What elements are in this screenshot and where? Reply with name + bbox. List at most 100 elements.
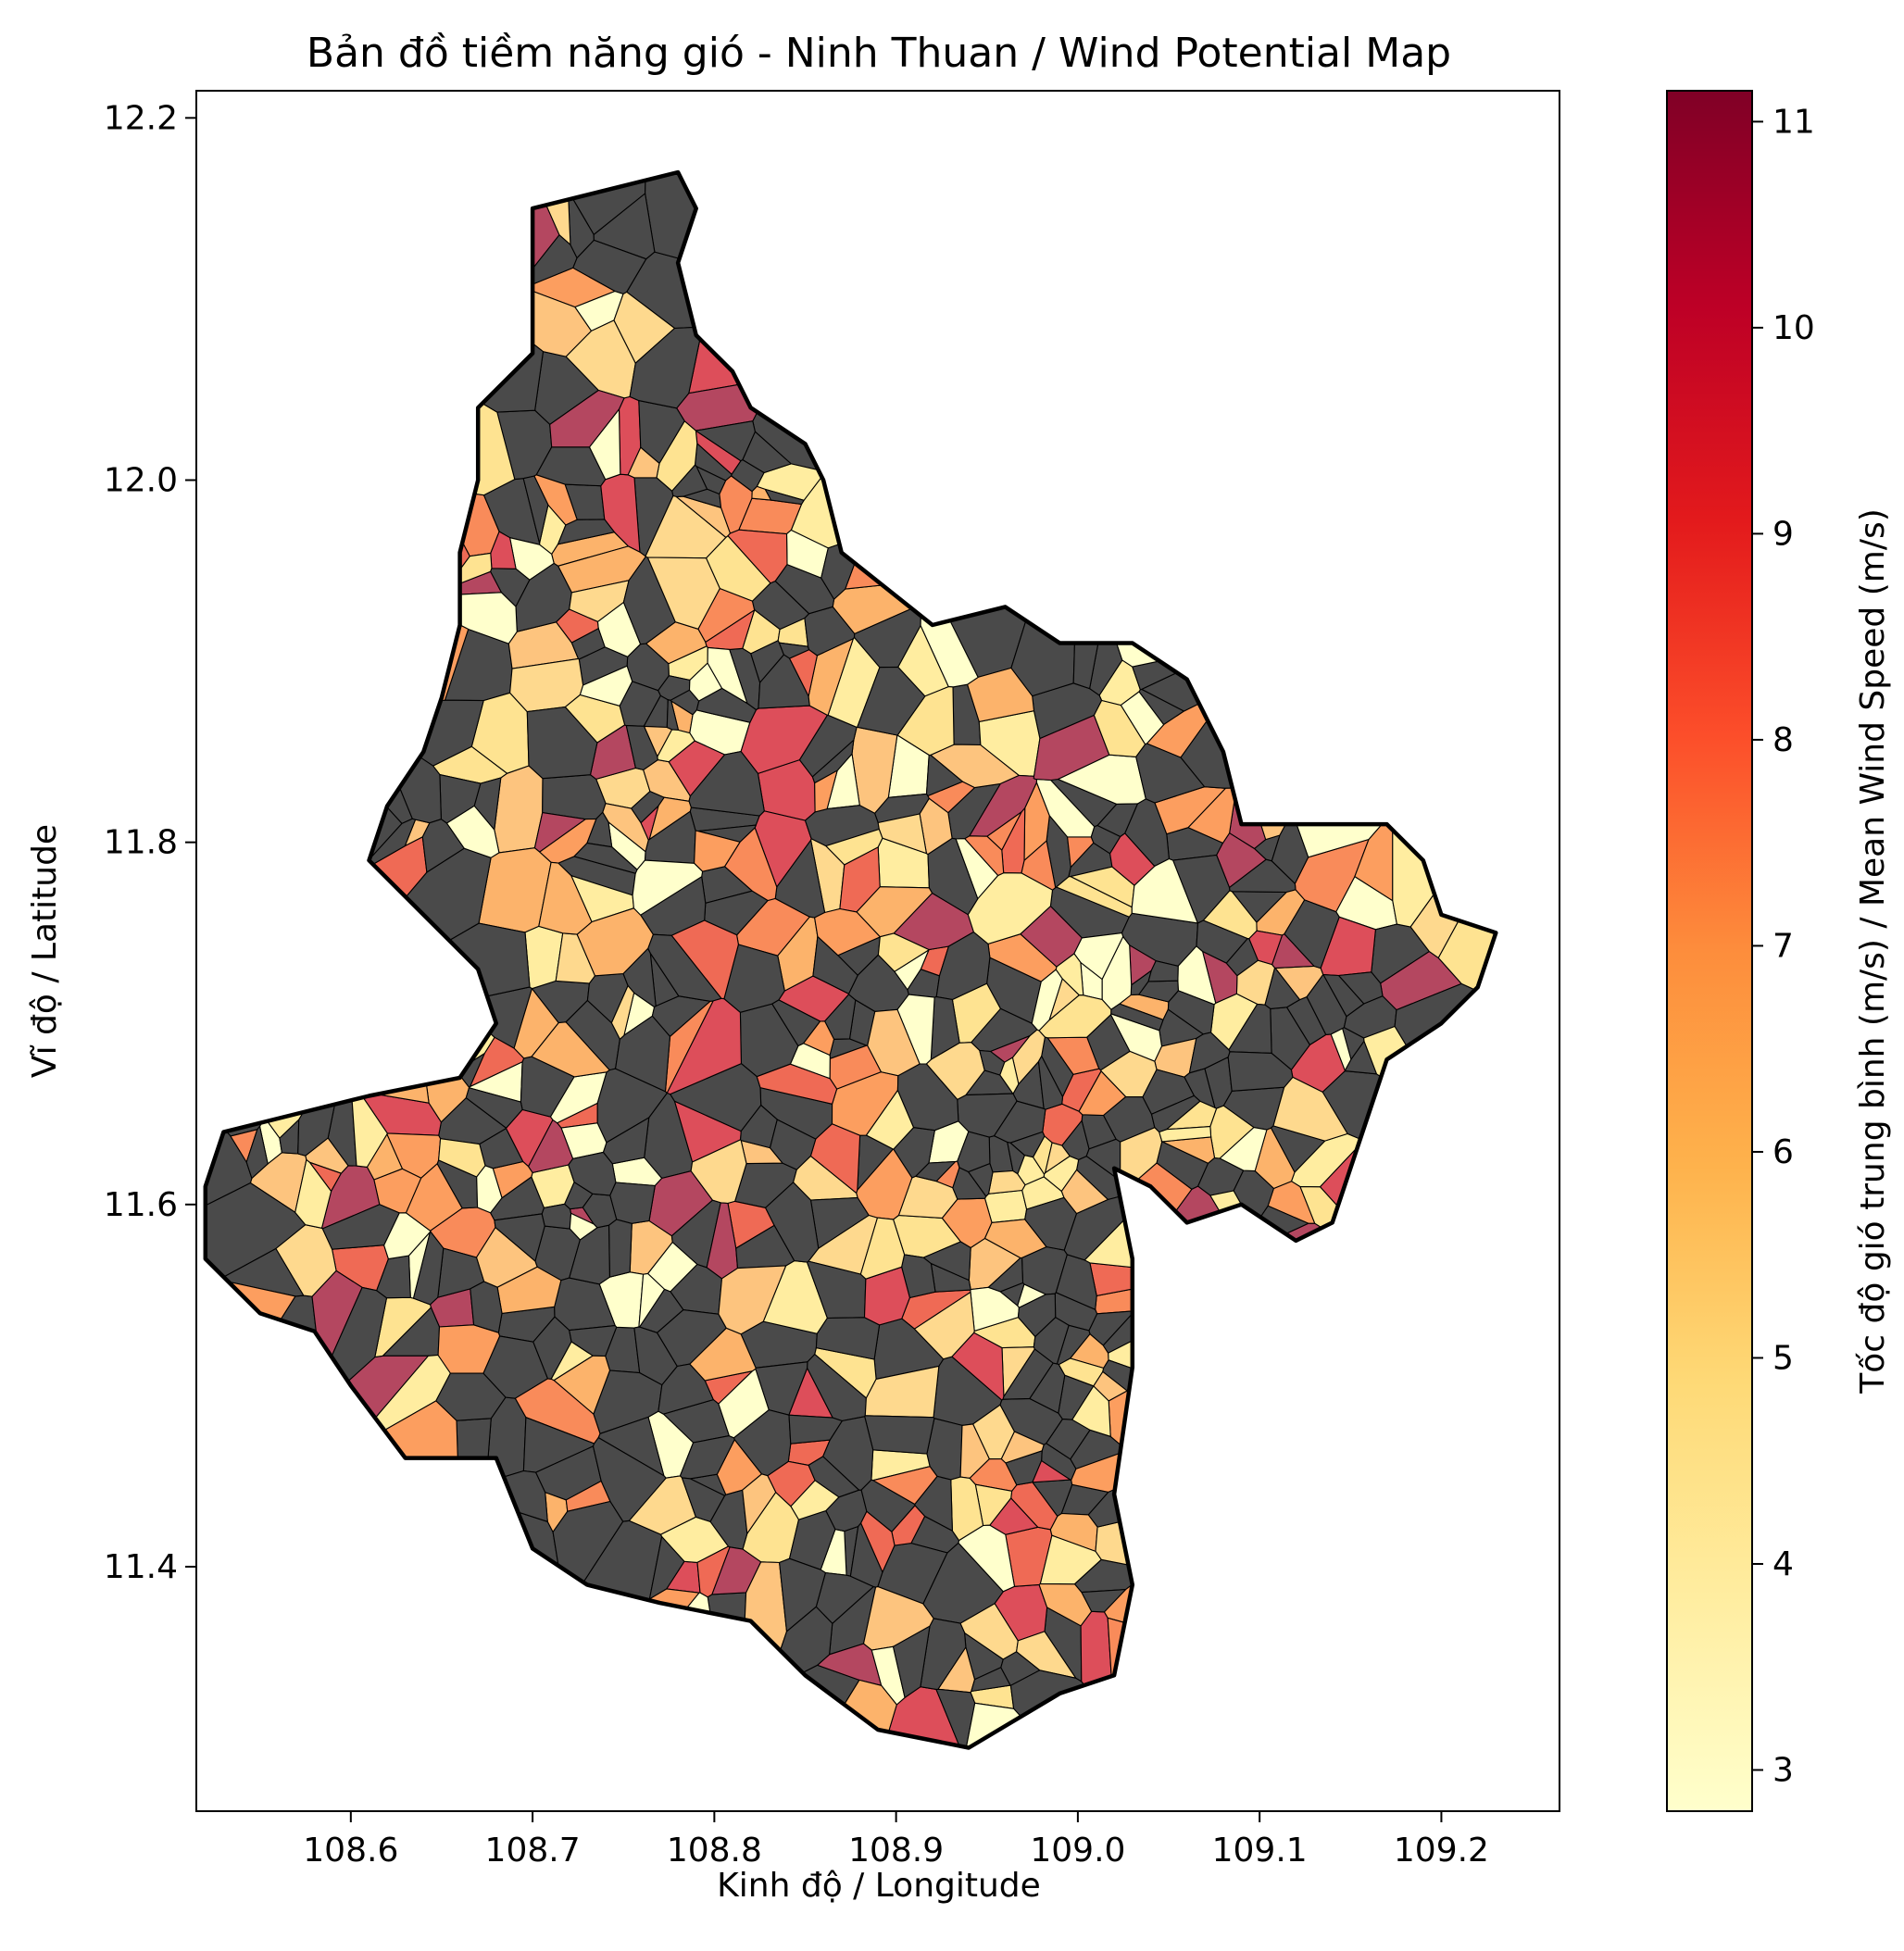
voronoi-cell bbox=[1095, 1430, 1497, 1570]
voronoi-cell bbox=[756, 1063, 838, 1105]
voronoi-cell bbox=[824, 828, 883, 866]
voronoi-cell bbox=[927, 781, 976, 814]
voronoi-cell bbox=[859, 1217, 906, 1280]
voronoi-cell bbox=[999, 1057, 1020, 1094]
voronoi-cell bbox=[802, 1020, 835, 1057]
plot-frame bbox=[195, 90, 1560, 1812]
voronoi-cell bbox=[205, 430, 470, 606]
voronoi-cell bbox=[892, 1625, 931, 1699]
voronoi-cell bbox=[568, 1151, 617, 1196]
voronoi-cell bbox=[769, 1119, 817, 1170]
colorbar-tick-label: 4 bbox=[1772, 1545, 1794, 1583]
voronoi-cell bbox=[987, 1257, 1024, 1293]
voronoi-cell bbox=[1394, 982, 1497, 1194]
voronoi-cell bbox=[1109, 832, 1156, 886]
voronoi-cell bbox=[849, 1521, 883, 1588]
voronoi-cell bbox=[646, 557, 720, 630]
voronoi-cell bbox=[569, 1325, 618, 1357]
voronoi-cell bbox=[205, 172, 340, 1139]
voronoi-cell bbox=[465, 1087, 523, 1129]
voronoi-cell bbox=[522, 475, 549, 544]
voronoi-cell bbox=[813, 907, 881, 957]
colorbar-ticks: 3 4 5 6 7 8 9 10 11 bbox=[1752, 103, 1815, 1789]
voronoi-cell bbox=[592, 1436, 667, 1522]
x-tick-label: 109.0 bbox=[1030, 1832, 1125, 1870]
voronoi-cell bbox=[1147, 960, 1179, 982]
voronoi-cell bbox=[1180, 528, 1497, 789]
voronoi-cell bbox=[871, 1466, 938, 1506]
voronoi-cell bbox=[856, 666, 926, 736]
voronoi-cell bbox=[671, 464, 708, 497]
voronoi-cell bbox=[1108, 1241, 1497, 1438]
x-tick-label: 108.8 bbox=[667, 1832, 762, 1870]
voronoi-cell bbox=[1038, 994, 1112, 1039]
voronoi-cell bbox=[964, 835, 1005, 877]
voronoi-cell bbox=[1024, 1196, 1078, 1251]
voronoi-cell bbox=[1286, 172, 1497, 858]
voronoi-cell bbox=[205, 563, 266, 1137]
voronoi-cell bbox=[1108, 1388, 1497, 1519]
voronoi-cell bbox=[1009, 1670, 1146, 1748]
voronoi-cell bbox=[469, 1036, 525, 1088]
voronoi-cell bbox=[477, 1588, 701, 1748]
voronoi-cell bbox=[752, 172, 1497, 472]
x-tick-label: 108.9 bbox=[848, 1832, 944, 1870]
voronoi-cell bbox=[922, 1241, 971, 1282]
voronoi-cell bbox=[205, 562, 414, 825]
voronoi-cell bbox=[941, 1197, 993, 1249]
voronoi-cell bbox=[556, 1592, 735, 1748]
voronoi-cell bbox=[205, 1355, 430, 1545]
voronoi-cell bbox=[718, 1368, 770, 1439]
voronoi-cell bbox=[688, 172, 1006, 394]
voronoi-cell bbox=[1055, 953, 1084, 996]
voronoi-cell bbox=[376, 1255, 411, 1299]
voronoi-cell bbox=[1135, 743, 1206, 804]
colorbar-label: Tốc độ gió trung bình (m/s) / Mean Wind … bbox=[1854, 508, 1892, 1394]
voronoi-cell bbox=[963, 1702, 1068, 1748]
voronoi-cell bbox=[405, 1163, 463, 1232]
map-area bbox=[203, 169, 1498, 1750]
voronoi-cell bbox=[648, 796, 692, 841]
voronoi-cell bbox=[542, 774, 607, 820]
voronoi-cell bbox=[1107, 1617, 1497, 1748]
voronoi-cell bbox=[788, 1414, 844, 1444]
voronoi-cell bbox=[1031, 969, 1063, 1032]
colorbar-tick-label: 8 bbox=[1772, 721, 1794, 759]
voronoi-cell bbox=[718, 1265, 787, 1335]
voronoi-cell bbox=[1039, 1534, 1102, 1585]
voronoi-cells bbox=[205, 172, 1497, 1748]
voronoi-cell bbox=[205, 172, 560, 370]
x-axis-label: Kinh độ / Longitude bbox=[717, 1867, 1041, 1905]
voronoi-cell bbox=[707, 646, 748, 705]
voronoi-cell bbox=[625, 725, 658, 770]
x-tick-label: 109.2 bbox=[1394, 1832, 1489, 1870]
voronoi-cell bbox=[823, 994, 857, 1040]
voronoi-cell bbox=[1096, 803, 1139, 838]
colorbar-tick-label: 11 bbox=[1772, 103, 1815, 141]
y-axis-label: Vĩ độ / Latitude bbox=[26, 824, 64, 1078]
voronoi-cell bbox=[1103, 1520, 1497, 1732]
voronoi-cell bbox=[1033, 1317, 1070, 1365]
voronoi-cell bbox=[476, 1165, 503, 1214]
voronoi-cell bbox=[1085, 1138, 1121, 1182]
voronoi-cell bbox=[1201, 950, 1238, 1005]
voronoi-cell bbox=[844, 349, 1071, 590]
voronoi-cell bbox=[711, 1546, 762, 1595]
voronoi-cell bbox=[1100, 1050, 1158, 1098]
voronoi-cell bbox=[205, 1495, 567, 1748]
voronoi-cell bbox=[913, 1291, 975, 1360]
voronoi-cell bbox=[681, 1477, 726, 1522]
colorbar-tick-label: 7 bbox=[1772, 927, 1794, 965]
voronoi-cell bbox=[456, 1418, 492, 1504]
voronoi-cell bbox=[205, 585, 403, 1023]
voronoi-cell bbox=[1033, 172, 1497, 668]
x-tick-label: 109.1 bbox=[1212, 1832, 1308, 1870]
voronoi-cell bbox=[294, 1158, 332, 1229]
voronoi-cell bbox=[564, 694, 626, 744]
voronoi-cell bbox=[670, 919, 739, 1000]
voronoi-cell bbox=[877, 813, 928, 855]
voronoi-cell bbox=[1219, 1127, 1268, 1172]
voronoi-cell bbox=[572, 239, 647, 294]
voronoi-cell bbox=[1071, 1385, 1111, 1438]
voronoi-cell bbox=[689, 1327, 757, 1382]
